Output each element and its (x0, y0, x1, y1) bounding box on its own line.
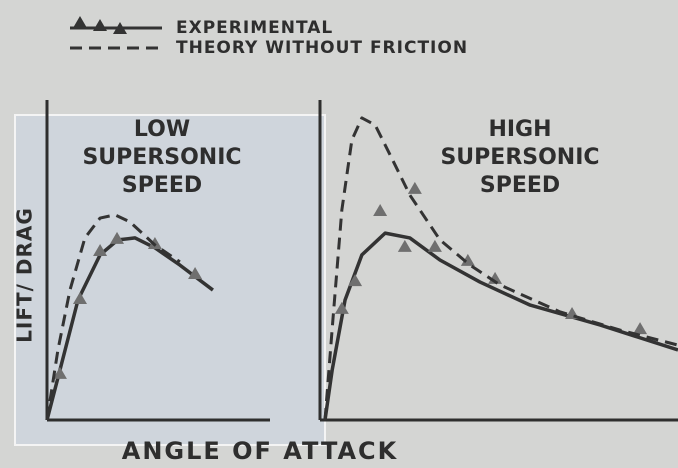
legend-marker (93, 19, 107, 31)
series-line (323, 231, 678, 421)
data-point (633, 322, 648, 335)
series-line (45, 213, 181, 421)
data-point (460, 253, 475, 266)
data-point (73, 292, 88, 304)
panel-title: HIGH SUPERSONIC SPEED (440, 117, 599, 198)
data-point (188, 267, 203, 280)
data-point (93, 244, 108, 256)
data-point (427, 239, 442, 252)
x-axis-label: ANGLE OF ATTACK (122, 437, 398, 465)
data-point (110, 231, 125, 244)
data-point (407, 181, 422, 194)
panel-highlight (14, 114, 326, 446)
data-point (52, 366, 67, 379)
legend-label: EXPERIMENTAL (176, 18, 333, 38)
legend-marker (73, 16, 87, 28)
y-axis-label: LIFT/ DRAG (13, 207, 37, 343)
data-point (373, 204, 388, 216)
legend-marker (113, 22, 127, 34)
data-point (348, 274, 363, 287)
data-point (397, 239, 412, 252)
panel-title: LOW SUPERSONIC SPEED (82, 117, 241, 198)
legend-label: THEORY WITHOUT FRICTION (176, 38, 468, 58)
data-point (334, 301, 349, 314)
